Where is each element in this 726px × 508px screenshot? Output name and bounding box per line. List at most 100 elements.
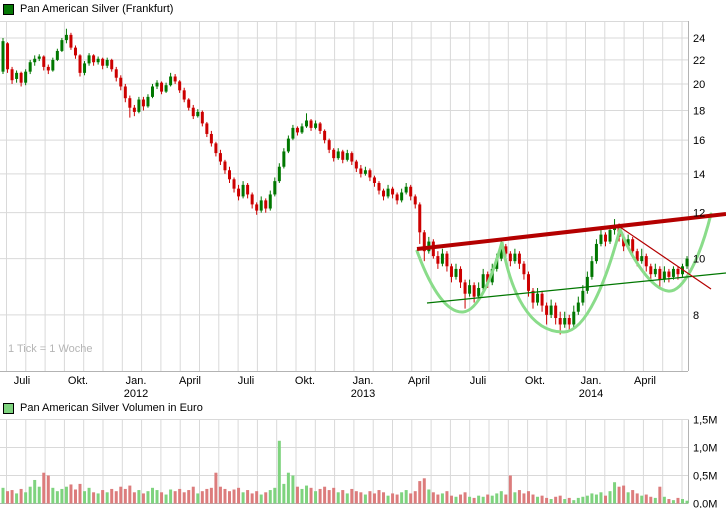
candle [576,296,580,315]
volume-bar [526,491,530,504]
volume-bar [196,493,200,504]
price-axis-label: 8 [693,310,699,322]
candle [164,82,168,93]
candle [481,268,485,291]
candle [345,149,349,162]
candle [132,104,136,117]
candle [187,98,191,111]
volume-bar [671,500,675,504]
candle [119,75,123,91]
candle [282,148,286,169]
candle [83,61,87,76]
support-line-annotation [426,272,726,304]
axis-labels: 24 22 20 18 16 14 12 10 8 1,5M 1,0M 0,5M 0,0M Juli Okt… [14,33,718,508]
candle [110,58,114,72]
volume-bar [454,496,458,504]
volume-legend-swatch-icon [3,402,14,414]
candle [409,184,413,201]
volume-bar [241,492,245,504]
candle [60,38,64,53]
price-legend-swatch-icon [3,3,14,15]
candle [305,113,309,128]
volume-bar [391,493,395,504]
volume-bar [372,493,376,504]
volume-bar [169,489,173,504]
candle [1,38,5,75]
volume-bar [83,491,87,504]
volume-bar [531,494,535,504]
volume-bar [486,494,490,504]
candle [653,263,657,277]
candle [400,188,404,203]
year-label: 2012 [124,388,148,400]
gridlines [0,21,689,504]
candle [178,80,182,93]
volume-bar [567,497,571,504]
volume-bar [78,483,82,504]
volume-bar [513,492,517,504]
volume-bar [160,492,164,504]
candle [19,71,23,87]
candle [24,69,28,86]
volume-bar [250,493,254,504]
candle [649,263,653,280]
volume-bar [123,488,127,504]
candle [191,104,195,120]
volume-axis-label: 1,0M [693,443,717,455]
month-label: Juli [470,375,487,387]
candle [205,121,209,138]
price-axis-label: 24 [693,33,705,45]
candle [658,266,662,288]
volume-bar [395,494,399,504]
volume-bar [594,494,598,504]
candle [318,121,322,134]
candle [92,54,96,66]
volume-bar [46,475,50,504]
volume-bar [114,491,118,504]
candle [404,182,408,195]
candle [549,299,553,319]
volume-bar [667,499,671,504]
month-label: Jan. [581,375,602,387]
volume-bar [173,491,177,504]
volume-bar [92,492,96,504]
candle [454,263,458,280]
candle [273,177,277,197]
candle [128,95,132,118]
volume-bar [164,494,168,504]
volume-bar [132,492,136,504]
volume-bar [318,488,322,504]
volume-bar [599,492,603,504]
price-plot-area[interactable] [0,21,688,371]
candle [685,256,689,269]
candle [264,198,268,213]
candle [603,232,607,247]
volume-bar [277,440,281,504]
volume-bar [128,485,132,504]
candle [377,181,381,195]
volume-bar [626,492,630,504]
volume-plot-area[interactable] [0,420,688,504]
price-axis-label: 16 [693,135,705,147]
volume-bar [341,490,345,504]
candle [327,138,331,154]
candle [241,181,245,199]
volume-bar [640,495,644,504]
month-label: Jan. [353,375,374,387]
candle [508,251,512,267]
candle [141,96,145,111]
volume-bar [662,496,666,504]
volume-bar [323,486,327,504]
candle [214,141,218,157]
volume-bar [146,491,150,504]
candle [449,263,453,283]
candle [513,248,517,264]
price-axis-label: 12 [693,208,705,220]
candle [644,253,648,272]
candle [173,74,177,84]
volume-bar [1,487,5,504]
volume-bar [15,493,19,504]
volume-bar [309,487,313,504]
